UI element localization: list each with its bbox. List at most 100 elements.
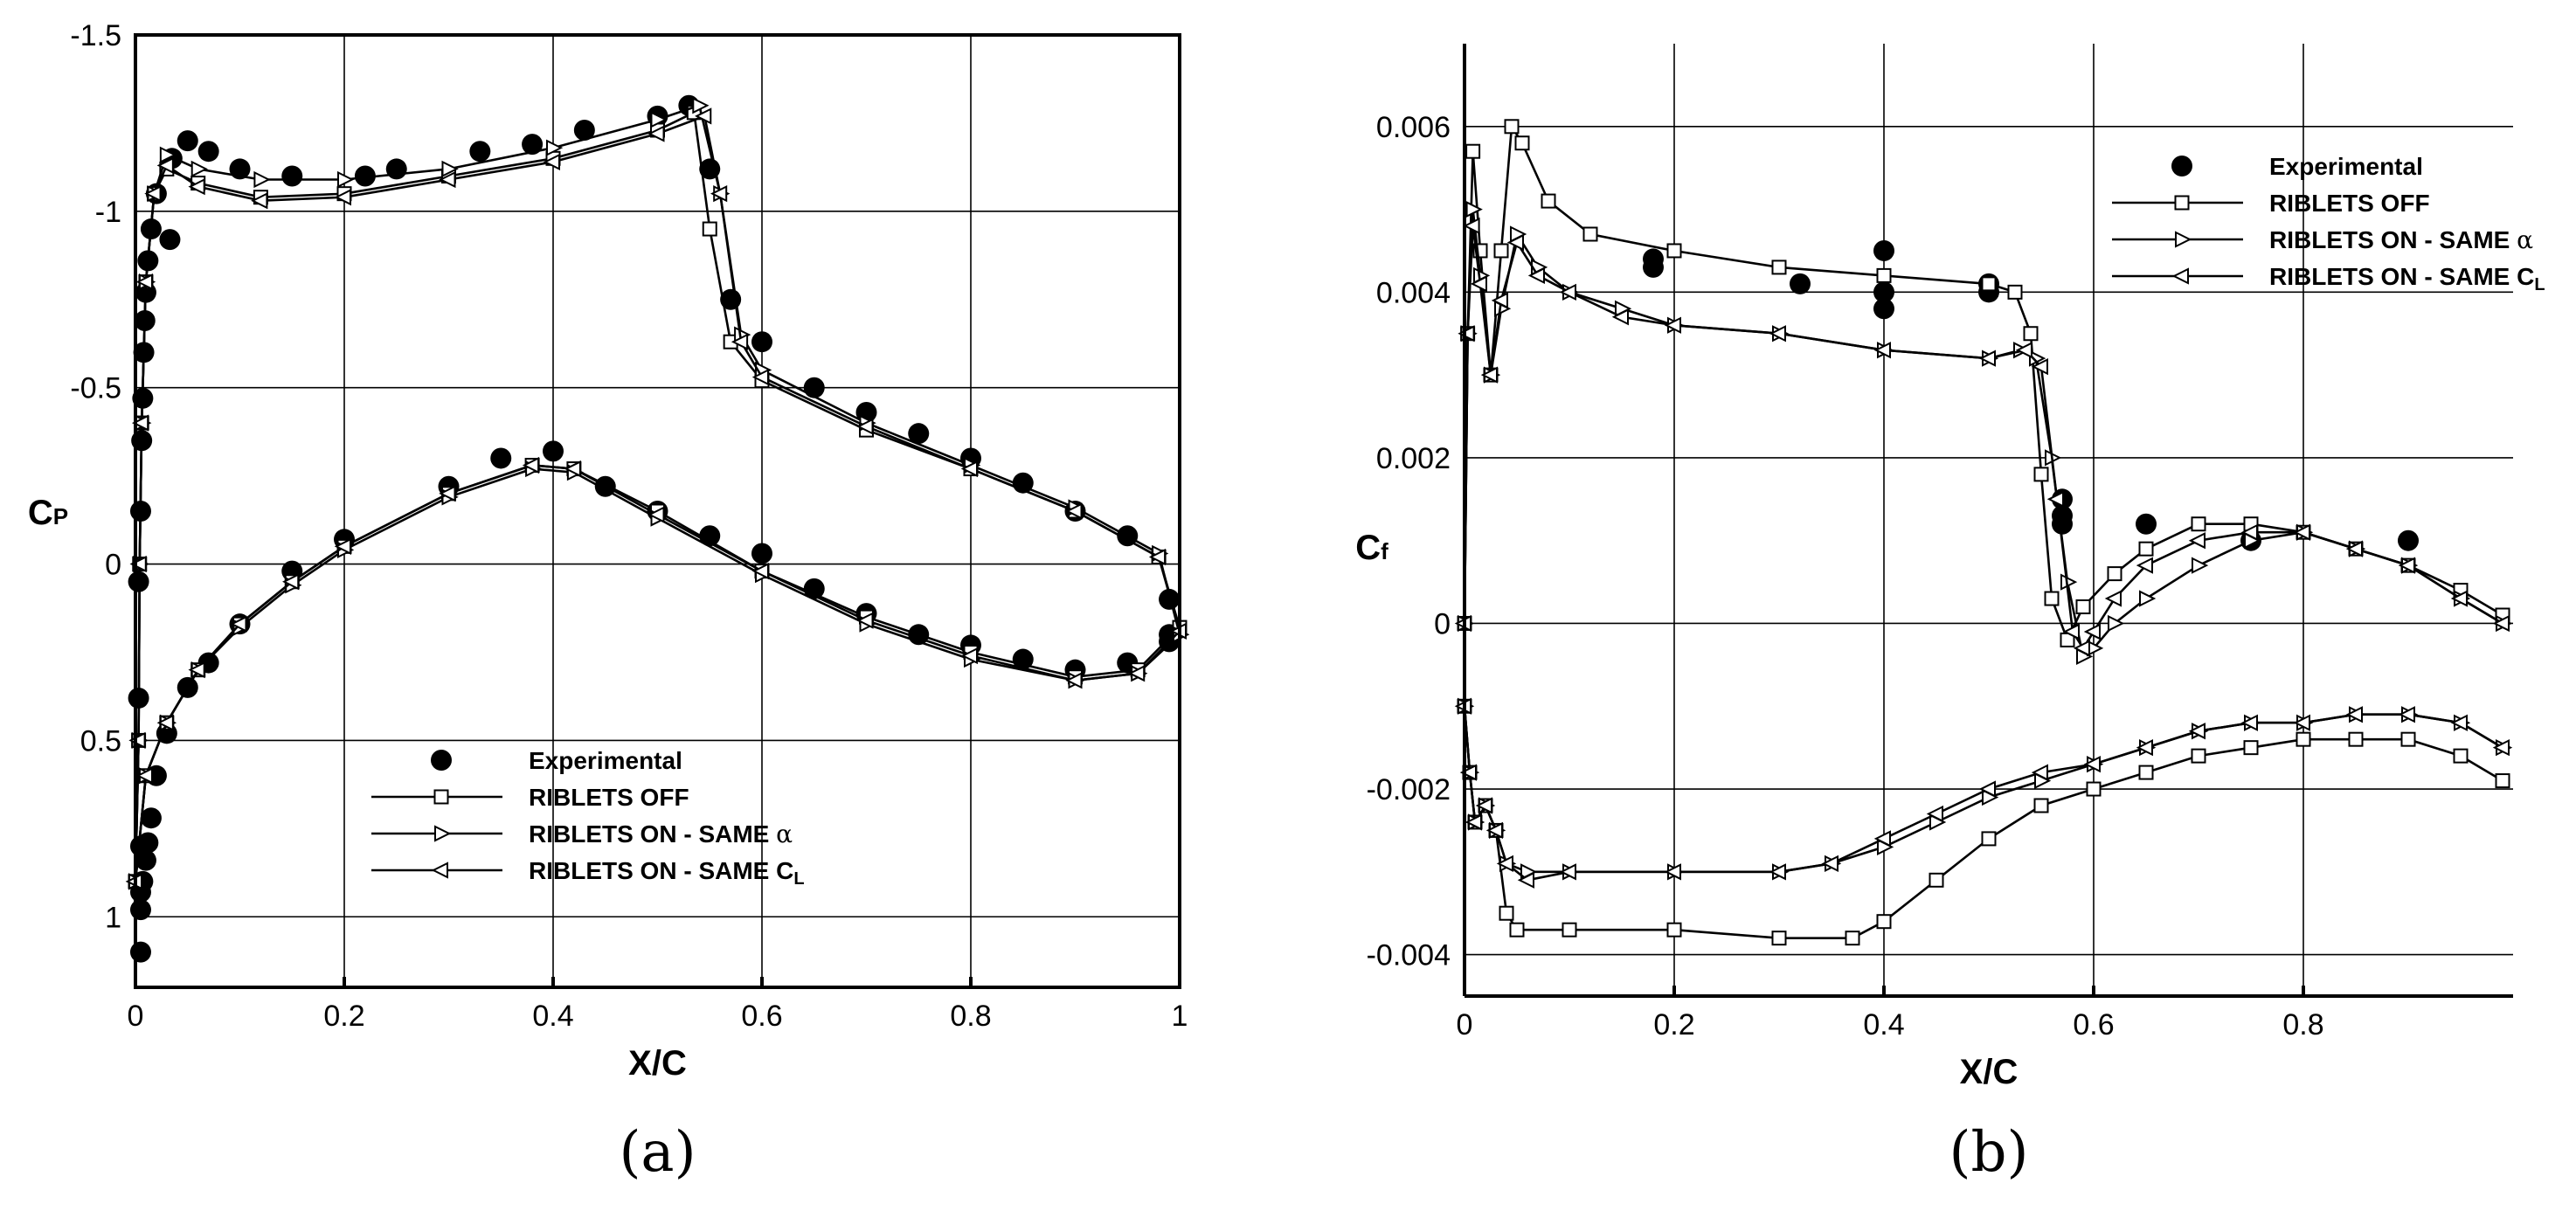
- panel-label-a: (a): [619, 1120, 696, 1185]
- y-tick-label: -0.5: [70, 372, 121, 405]
- marker-riblets-on-same-cl: [439, 485, 456, 502]
- x-tick-label: 0.4: [532, 1000, 573, 1033]
- point-experimental: [2052, 513, 2073, 535]
- marker-riblets-on-same-cl: [856, 418, 874, 435]
- legend-label-text: RIBLETS ON - SAME: [529, 820, 776, 848]
- chart-a-ylabel-sub: P: [53, 503, 68, 529]
- marker-riblets-on-same-cl: [188, 661, 205, 679]
- marker-riblets-off: [1876, 914, 1892, 930]
- point-experimental: [490, 447, 512, 469]
- marker-riblets-on-same: [253, 170, 271, 189]
- legend-marker-left-triangle: [2171, 267, 2189, 285]
- point-experimental: [1873, 298, 1894, 320]
- x-tick-label: 0.6: [2073, 1008, 2114, 1041]
- y-tick-label: 0: [105, 549, 121, 582]
- marker-riblets-on-same-cl: [2136, 557, 2153, 574]
- marker-riblets-on-same-cl: [522, 456, 540, 474]
- marker-riblets-on-same: [692, 97, 710, 114]
- panel-label-b: (b): [1949, 1120, 2029, 1185]
- x-tick-label: 1: [1172, 1000, 1188, 1033]
- marker-riblets-on-same: [441, 160, 459, 178]
- marker-riblets-on-same-cl: [2083, 755, 2101, 773]
- marker-riblets-on-same-cl: [2398, 706, 2415, 723]
- point-experimental: [129, 941, 151, 963]
- marker-riblets-on-same-cl: [2073, 640, 2090, 657]
- marker-riblets-off: [2075, 599, 2091, 615]
- marker-riblets-on-same-cl: [334, 189, 351, 206]
- y-tick-label: 0: [1434, 607, 1451, 640]
- legend-marker-right-triangle: [2175, 231, 2192, 248]
- chart-a-xlabel: X/C: [628, 1044, 687, 1083]
- y-tick-label: 0.004: [1376, 276, 1451, 309]
- chart-a-tick-labels: 0 0.2 0.4 0.6 0.8 1 -1.5 -1 -0.5 0 0.5 1: [70, 19, 1188, 1033]
- line-riblets-on-same-cl-lower: [1463, 706, 2503, 882]
- legend-label-text: RIBLETS ON - SAME C: [2269, 263, 2534, 290]
- legend-label: RIBLETS OFF: [529, 784, 689, 811]
- chart-a: 0 0.2 0.4 0.6 0.8 1 -1.5 -1 -0.5 0 0.5 1 X/C CP Exp…: [28, 19, 1190, 1185]
- marker-riblets-on-same-cl: [647, 506, 665, 523]
- legend-label-text: RIBLETS OFF: [529, 784, 689, 811]
- point-experimental: [2136, 513, 2157, 535]
- marker-riblets-on-same-cl: [1496, 855, 1513, 872]
- marker-riblets-off: [1771, 260, 1787, 275]
- marker-riblets-on-same-cl: [1873, 830, 1891, 848]
- marker-riblets-on-same-cl: [731, 333, 749, 350]
- marker-riblets-on-same-cl: [144, 185, 162, 203]
- marker-riblets-on-same-cl: [751, 563, 769, 580]
- x-tick-label: 0: [1457, 1008, 1473, 1041]
- marker-riblets-on-same-cl: [1127, 665, 1146, 682]
- chart-a-ylabel: CP: [28, 494, 68, 532]
- marker-riblets-on-same-cl: [1485, 821, 1503, 840]
- chart-b-xlabel: X/C: [1960, 1053, 2019, 1091]
- marker-riblets-off: [2044, 591, 2060, 606]
- marker-riblets-on-same-cl: [128, 731, 146, 750]
- marker-riblets-on-same-cl: [2062, 623, 2080, 640]
- marker-riblets-on-same: [1465, 200, 1483, 218]
- marker-riblets-off: [1499, 905, 1514, 921]
- marker-riblets-off: [1465, 143, 1481, 159]
- point-experimental: [543, 440, 564, 462]
- marker-riblets-on-same-cl: [2398, 557, 2415, 574]
- marker-riblets-on-same-cl: [564, 460, 581, 478]
- marker-riblets-off: [2495, 773, 2510, 789]
- chart-b-legend: Experimental RIBLETS OFF RIBLETS ON - SAME…: [2112, 153, 2545, 294]
- marker-riblets-off: [1666, 922, 1682, 938]
- marker-riblets-on-same: [546, 139, 564, 156]
- marker-riblets-on-same-cl: [439, 170, 456, 189]
- chart-a-frame: [134, 33, 1181, 989]
- marker-riblets-on-same: [2192, 557, 2209, 574]
- legend-label-text: RIBLETS ON - SAME C: [529, 857, 793, 884]
- legend-marker-filled-circle: [2171, 156, 2192, 176]
- marker-riblets-on-same-cl: [2293, 714, 2310, 731]
- marker-riblets-on-same-cl: [2450, 590, 2468, 607]
- marker-riblets-on-same-cl: [856, 612, 874, 629]
- x-tick-label: 0.8: [2282, 1008, 2323, 1041]
- marker-riblets-on-same-cl: [1664, 316, 1681, 334]
- legend-label-text: Experimental: [2269, 153, 2423, 180]
- marker-riblets-on-same-cl: [1559, 283, 1576, 301]
- y-tick-label: -0.002: [1367, 773, 1451, 806]
- marker-riblets-on-same-cl: [1611, 308, 1629, 326]
- point-experimental: [2398, 529, 2419, 551]
- marker-riblets-on-same-cl: [188, 177, 205, 196]
- point-experimental: [354, 165, 376, 187]
- marker-riblets-on-same-cl: [2104, 590, 2122, 607]
- marker-riblets-on-same-cl: [2188, 532, 2206, 550]
- marker-riblets-on-same-cl: [1065, 502, 1083, 520]
- point-experimental: [751, 331, 772, 353]
- marker-riblets-on-same-cl: [156, 714, 174, 731]
- y-tick-label: 1: [105, 901, 121, 934]
- marker-riblets-off: [702, 221, 717, 237]
- marker-riblets-on-same-cl: [1465, 813, 1482, 831]
- marker-riblets-on-same-cl: [1458, 325, 1475, 343]
- chart-b-axes: [1463, 44, 2513, 998]
- point-experimental: [908, 423, 930, 445]
- marker-riblets-on-same-cl: [1148, 548, 1167, 566]
- marker-riblets-on-same: [337, 170, 355, 189]
- point-experimental: [1159, 588, 1181, 610]
- marker-riblets-on-same-cl: [131, 414, 149, 432]
- marker-riblets-on-same-cl: [960, 647, 978, 665]
- legend-label: RIBLETS ON - SAME α: [529, 820, 793, 848]
- legend-marker-filled-circle: [431, 750, 452, 771]
